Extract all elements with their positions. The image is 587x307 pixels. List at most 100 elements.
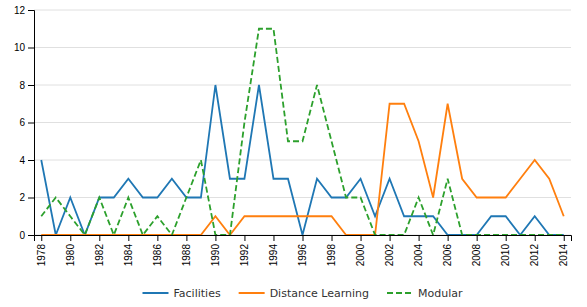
x-tick: 1982	[94, 235, 105, 266]
x-tick-label: 2002	[384, 244, 395, 267]
x-tick-mark	[361, 235, 362, 241]
x-tick-label: 1998	[326, 244, 337, 267]
x-tick: 1990	[210, 235, 221, 266]
y-tick-mark	[28, 48, 34, 49]
y-tick: 10	[14, 42, 34, 53]
x-tick-mark	[186, 235, 187, 241]
y-tick-label: 2	[19, 192, 25, 203]
x-tick: 1984	[123, 235, 134, 266]
legend-swatch	[142, 292, 168, 294]
grid-line	[34, 10, 571, 11]
x-tick-label: 1980	[65, 244, 76, 267]
y-tick: 2	[19, 192, 34, 203]
x-tick-mark	[535, 235, 536, 241]
x-tick-mark	[506, 235, 507, 241]
y-tick-mark	[28, 198, 34, 199]
x-tick: 2010	[500, 235, 511, 266]
x-tick-label: 1978	[36, 244, 47, 267]
x-tick-label: 2000	[355, 244, 366, 267]
grid-line	[34, 160, 571, 161]
x-tick-label: 1992	[239, 244, 250, 267]
x-tick: 2006	[442, 235, 453, 266]
x-tick-mark	[273, 235, 274, 241]
y-axis: 0 2 4 6 8 10 12	[14, 5, 35, 241]
x-tick-label: 1990	[210, 244, 221, 267]
x-tick: 1994	[268, 235, 279, 266]
legend-label: Modular	[418, 287, 463, 300]
x-tick-mark	[448, 235, 449, 241]
x-tick: 1978	[36, 235, 47, 266]
grid-line	[34, 47, 571, 48]
x-axis: 1978 1980 1982 1984 1986 1988 1990 1992 1994 1996…	[35, 235, 572, 266]
x-tick-mark	[128, 235, 129, 241]
series-line	[41, 29, 563, 235]
x-tick-mark	[477, 235, 478, 241]
x-tick: 2012	[529, 235, 540, 266]
y-tick: 4	[19, 155, 34, 166]
x-tick-label: 1984	[123, 244, 134, 267]
x-tick-mark	[157, 235, 158, 241]
x-tick-mark	[332, 235, 333, 241]
series-line	[41, 104, 563, 235]
x-tick: 1980	[65, 235, 76, 266]
x-tick: 1986	[152, 235, 163, 266]
legend-swatch	[239, 292, 265, 294]
x-tick-mark	[564, 235, 565, 241]
x-tick-label: 2014	[558, 244, 569, 267]
x-tick-label: 2010	[500, 244, 511, 267]
y-tick: 0	[19, 230, 34, 241]
legend-label: Distance Learning	[270, 287, 369, 300]
y-axis-line	[28, 11, 35, 236]
x-tick-label: 1986	[152, 244, 163, 267]
x-tick: 2004	[413, 235, 424, 266]
x-tick-label: 2006	[442, 244, 453, 267]
legend-item: Modular	[387, 287, 463, 300]
x-tick-mark	[419, 235, 420, 241]
y-tick: 8	[19, 80, 34, 91]
y-tick: 12	[14, 5, 34, 16]
y-tick-label: 6	[19, 117, 25, 128]
y-tick: 6	[19, 117, 34, 128]
series-line	[41, 85, 563, 235]
x-tick-mark	[41, 235, 42, 241]
x-tick: 2014	[558, 235, 569, 266]
x-tick: 1992	[239, 235, 250, 266]
x-tick: 1988	[181, 235, 192, 266]
legend-label: Facilities	[173, 287, 220, 300]
x-tick: 2008	[471, 235, 482, 266]
x-tick-mark	[303, 235, 304, 241]
x-tick-label: 1988	[181, 244, 192, 267]
legend-item: Facilities	[142, 287, 220, 300]
x-tick-label: 2004	[413, 244, 424, 267]
y-tick-mark	[28, 85, 34, 86]
y-tick-mark	[28, 123, 34, 124]
x-tick-label: 1996	[297, 244, 308, 267]
x-tick: 1998	[326, 235, 337, 266]
legend-swatch	[387, 292, 413, 294]
chart: 1978 1980 1982 1984 1986 1988 1990 1992 1994 1996…	[0, 0, 587, 307]
x-tick-label: 2008	[471, 244, 482, 267]
x-tick-mark	[244, 235, 245, 241]
y-tick-label: 8	[19, 80, 25, 91]
x-tick: 2000	[355, 235, 366, 266]
x-tick: 2002	[384, 235, 395, 266]
y-tick-label: 12	[14, 5, 26, 16]
x-tick-label: 2012	[529, 244, 540, 267]
plot: 1978 1980 1982 1984 1986 1988 1990 1992 1994 1996…	[14, 5, 572, 267]
legend: Facilities Distance Learning Modular	[142, 287, 462, 300]
x-tick: 1996	[297, 235, 308, 266]
x-tick-mark	[70, 235, 71, 241]
y-tick-mark	[28, 10, 34, 11]
y-tick-label: 0	[19, 230, 25, 241]
grid-line	[34, 85, 571, 86]
y-tick-mark	[28, 160, 34, 161]
x-tick-label: 1994	[268, 244, 279, 267]
x-axis-line	[35, 236, 572, 242]
x-tick-mark	[99, 235, 100, 241]
legend-item: Distance Learning	[239, 287, 369, 300]
x-tick-mark	[215, 235, 216, 241]
grid	[34, 10, 571, 235]
x-tick-mark	[390, 235, 391, 241]
y-tick-label: 10	[14, 42, 26, 53]
lines	[41, 29, 563, 235]
